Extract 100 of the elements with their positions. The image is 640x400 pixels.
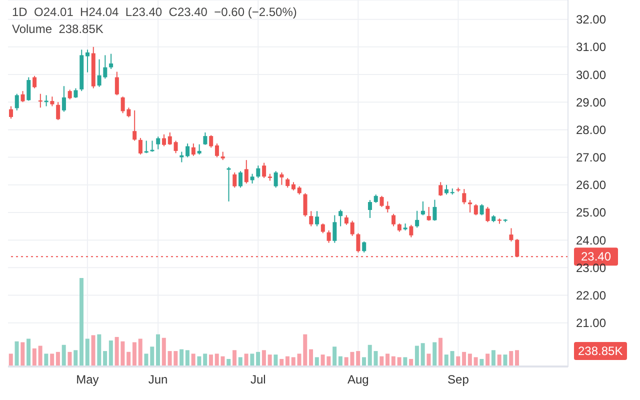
bar [208, 354, 213, 366]
bar [250, 354, 254, 366]
bar [515, 350, 519, 366]
bar [191, 354, 196, 366]
bar [80, 278, 84, 366]
candlestick [432, 199, 437, 222]
bar [503, 354, 508, 366]
bar [468, 354, 472, 366]
bar [138, 338, 142, 366]
candlestick [274, 170, 278, 188]
bar [491, 350, 496, 366]
y-tick-label: 24.00 [576, 233, 606, 248]
bar [509, 351, 514, 366]
bar [14, 341, 19, 366]
bar [180, 349, 184, 366]
candlestick [380, 195, 384, 208]
candlestick [315, 210, 320, 227]
chart-title: Volume 238.85K [12, 22, 104, 36]
candlestick [62, 86, 66, 112]
y-tick-label: 29.00 [576, 95, 606, 110]
bar [486, 354, 490, 366]
candlestick [474, 204, 478, 216]
bar [132, 342, 136, 366]
candlestick [468, 200, 472, 213]
x-tick-label: May [76, 372, 99, 387]
candlestick [386, 200, 390, 213]
bar [426, 354, 431, 366]
bar [420, 343, 425, 366]
bar [74, 350, 78, 366]
candlestick [191, 142, 196, 156]
bar [386, 354, 390, 366]
bar [438, 338, 442, 366]
x-tick-label: Aug [347, 372, 369, 387]
candlestick [44, 94, 48, 107]
bar [232, 350, 237, 366]
candlestick [362, 240, 366, 253]
candlestick [344, 214, 348, 226]
bar [91, 335, 96, 366]
y-tick-label: 30.00 [576, 68, 606, 82]
candlestick [20, 90, 25, 103]
x-tick-label: Jun [148, 372, 168, 387]
candlestick [203, 132, 208, 146]
candlestick [415, 210, 420, 228]
candlestick [244, 160, 248, 184]
candlestick [209, 134, 214, 148]
bar [32, 348, 36, 366]
bar [56, 352, 60, 366]
bar [85, 338, 90, 366]
bar [462, 352, 466, 366]
candlestick [309, 210, 314, 227]
y-tick-label: 25.00 [576, 206, 606, 220]
candlestick [426, 206, 431, 222]
candlestick [280, 172, 284, 186]
bar [285, 356, 290, 366]
candlestick [68, 89, 72, 100]
bar [456, 356, 460, 366]
bar [108, 340, 113, 366]
x-tick-label: Jul [250, 372, 266, 387]
candlestick [320, 223, 325, 234]
y-tick-label: 32.00 [576, 12, 606, 27]
bar [480, 358, 484, 366]
candlestick [232, 172, 237, 188]
candlestick [162, 134, 166, 147]
candlestick [144, 140, 148, 154]
bar [362, 357, 366, 366]
candlestick [180, 151, 184, 163]
bar [332, 346, 337, 366]
bar [103, 351, 108, 366]
bar [256, 352, 260, 366]
bar [274, 354, 278, 366]
candlestick [368, 200, 372, 218]
candlestick [250, 173, 254, 184]
bar [309, 349, 314, 366]
chart-title: 1D O24.01 H24.04 L23.40 C23.40 −0.60 (−2.50%) [12, 5, 297, 19]
bar [450, 351, 454, 366]
candlestick [132, 110, 137, 142]
candlestick [486, 206, 490, 223]
bar [497, 354, 502, 366]
bar [8, 354, 13, 366]
candlestick [186, 142, 190, 158]
bar [314, 357, 319, 366]
candlestick [86, 49, 90, 73]
candlestick [350, 220, 354, 236]
y-tick-label: 22.00 [576, 288, 606, 303]
candlestick [168, 132, 172, 146]
bar [397, 357, 402, 366]
bar [414, 346, 419, 366]
y-tick-label: 31.00 [576, 40, 606, 54]
bar [203, 354, 208, 366]
candlestick [238, 170, 243, 188]
bar [156, 334, 160, 366]
bar [20, 342, 25, 366]
candlestick [9, 106, 13, 120]
bar [280, 358, 284, 366]
bar [474, 357, 478, 366]
candlestick [392, 213, 396, 227]
x-tick-label: Sep [448, 372, 470, 387]
candlestick [338, 209, 343, 227]
y-tick-label: 26.00 [576, 178, 606, 192]
candlestick [74, 88, 78, 98]
